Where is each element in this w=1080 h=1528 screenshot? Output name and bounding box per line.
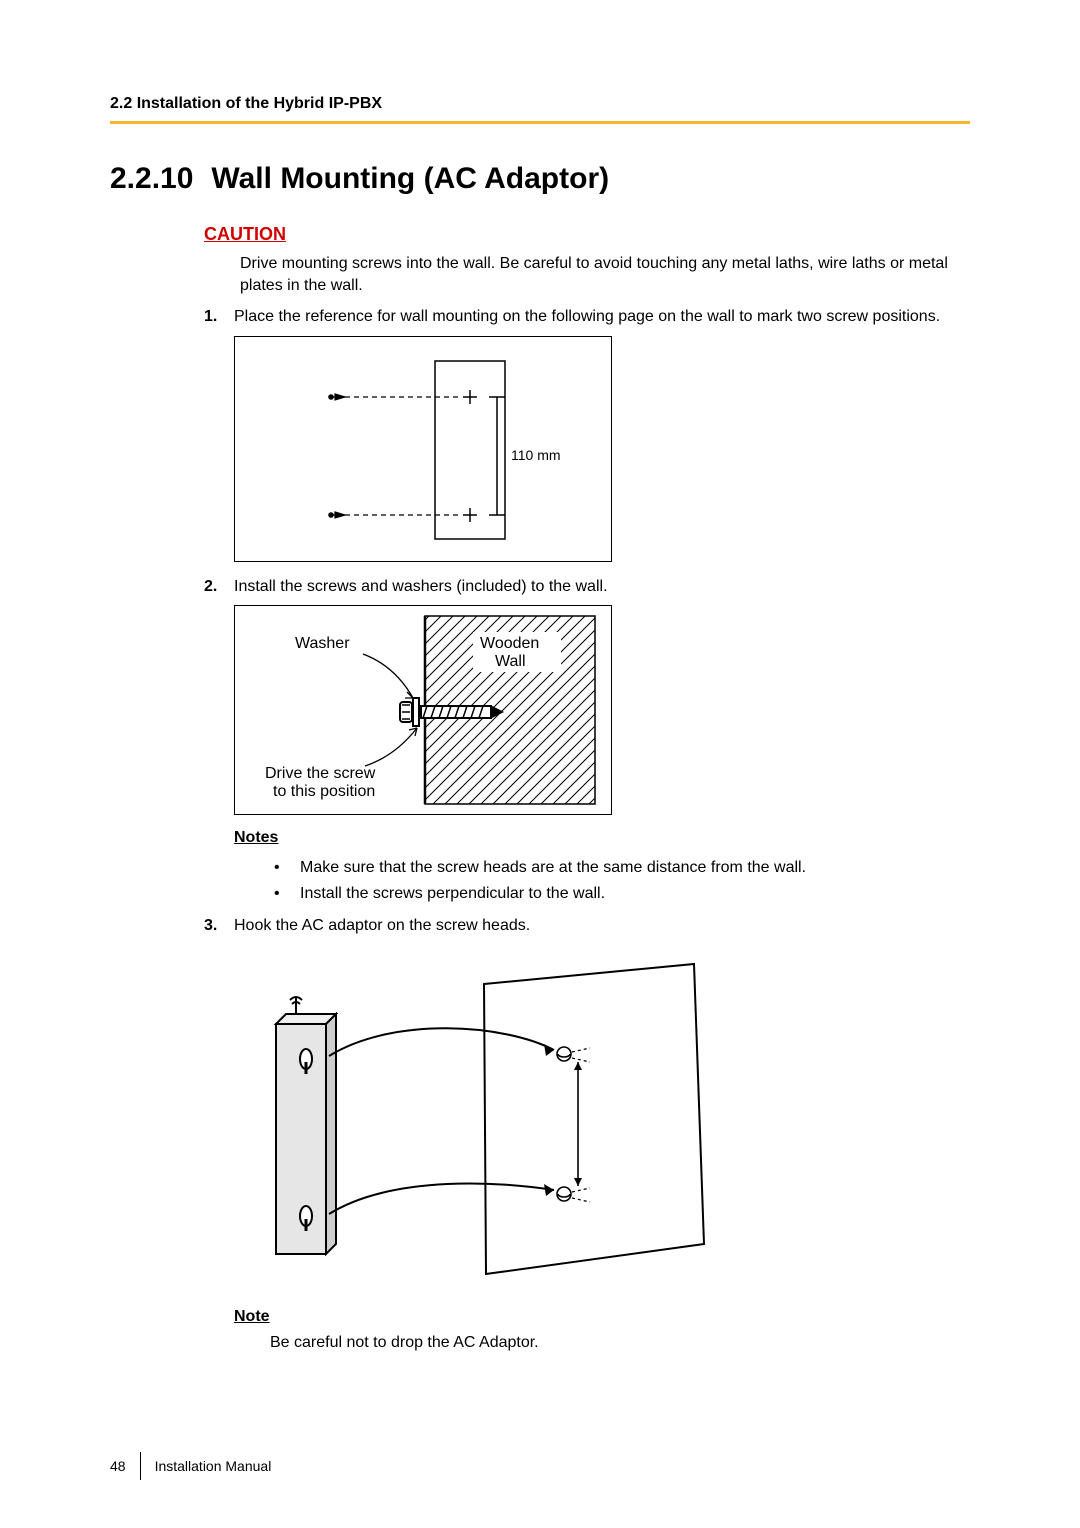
note-item-1-text: Make sure that the screw heads are at th… bbox=[300, 855, 806, 881]
notes-list: •Make sure that the screw heads are at t… bbox=[274, 855, 970, 906]
step-2: 2. Install the screws and washers (inclu… bbox=[204, 576, 970, 598]
step-3-text: Hook the AC adaptor on the screw heads. bbox=[234, 915, 970, 937]
note-item-2: •Install the screws perpendicular to the… bbox=[274, 881, 970, 907]
fig2-wooden-label-2: Wall bbox=[495, 653, 526, 670]
figure-1: 110 mm bbox=[234, 336, 970, 562]
fig1-dim-label: 110 mm bbox=[511, 447, 561, 463]
bullet-icon: • bbox=[274, 881, 300, 907]
step-2-num: 2. bbox=[204, 576, 234, 598]
footer-separator bbox=[140, 1452, 141, 1480]
page-footer: 48 Installation Manual bbox=[110, 1452, 271, 1480]
figure-3 bbox=[234, 944, 970, 1294]
caution-label: CAUTION bbox=[204, 224, 970, 245]
page-title: 2.2.10 Wall Mounting (AC Adaptor) bbox=[110, 162, 970, 196]
step-2-text: Install the screws and washers (included… bbox=[234, 576, 970, 598]
step-3: 3. Hook the AC adaptor on the screw head… bbox=[204, 915, 970, 937]
fig2-drive-label-1: Drive the screw bbox=[265, 765, 376, 782]
title-number: 2.2.10 bbox=[110, 162, 193, 195]
fig2-drive-label-2: to this position bbox=[273, 783, 375, 800]
note-item-1: •Make sure that the screw heads are at t… bbox=[274, 855, 970, 881]
figure-2: Washer Wooden Wall Drive the screw to th… bbox=[234, 605, 970, 815]
notes-heading: Notes bbox=[234, 829, 970, 847]
note-heading: Note bbox=[234, 1308, 970, 1326]
header-rule bbox=[110, 121, 970, 124]
step-1-text: Place the reference for wall mounting on… bbox=[234, 306, 970, 328]
step-1-num: 1. bbox=[204, 306, 234, 328]
title-text: Wall Mounting (AC Adaptor) bbox=[211, 162, 609, 195]
step-3-num: 3. bbox=[204, 915, 234, 937]
doc-name: Installation Manual bbox=[155, 1458, 272, 1474]
step-1: 1. Place the reference for wall mounting… bbox=[204, 306, 970, 328]
section-header: 2.2 Installation of the Hybrid IP-PBX bbox=[110, 95, 970, 119]
note-item-2-text: Install the screws perpendicular to the … bbox=[300, 881, 605, 907]
page-number: 48 bbox=[110, 1458, 126, 1474]
note-text: Be careful not to drop the AC Adaptor. bbox=[270, 1334, 970, 1352]
bullet-icon: • bbox=[274, 855, 300, 881]
caution-text: Drive mounting screws into the wall. Be … bbox=[240, 253, 960, 296]
fig2-wooden-label-1: Wooden bbox=[480, 635, 539, 652]
fig2-washer-label: Washer bbox=[295, 635, 350, 652]
